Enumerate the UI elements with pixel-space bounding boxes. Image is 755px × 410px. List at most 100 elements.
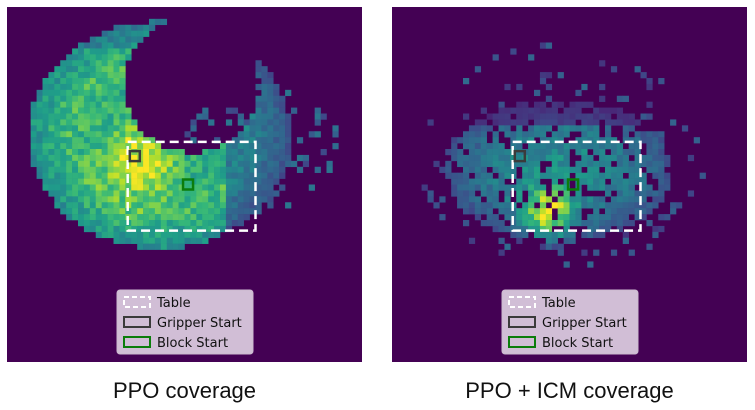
heatmap-cell [516, 113, 523, 120]
heatmap-cell [237, 202, 244, 209]
heatmap-cell [60, 137, 67, 144]
heatmap-cell [492, 160, 499, 168]
heatmap-cell [66, 66, 73, 73]
heatmap-cell [214, 231, 221, 239]
heatmap-cell [285, 113, 292, 120]
heatmap-cell [557, 143, 564, 150]
heatmap-cell [261, 190, 268, 197]
heatmap-cell [95, 208, 102, 215]
heatmap-cell [202, 208, 209, 215]
heatmap-cell [101, 154, 108, 162]
heatmap-cell [42, 154, 49, 162]
heatmap-cell [166, 190, 173, 197]
heatmap-cell [551, 172, 558, 179]
heatmap-cell [486, 125, 493, 132]
heatmap-cell [154, 178, 162, 185]
heatmap-cell [78, 101, 85, 108]
heatmap-cell [605, 137, 612, 144]
heatmap-cell [89, 78, 97, 85]
heatmap-cell [125, 208, 132, 215]
heatmap-cell [166, 220, 173, 227]
heatmap-cell [504, 154, 511, 162]
heatmap-cell [634, 149, 641, 156]
heatmap-cell [160, 184, 168, 191]
heatmap-cell [107, 172, 114, 179]
heatmap-cell [72, 196, 79, 203]
heatmap-cell [575, 190, 582, 197]
heatmap-cell [563, 202, 570, 209]
heatmap-cell [143, 160, 150, 168]
heatmap-cell [66, 154, 73, 162]
heatmap-cell [463, 190, 470, 197]
heatmap-cell [255, 95, 262, 102]
heatmap-cell [208, 154, 215, 162]
heatmap-cell [78, 72, 85, 79]
heatmap-cell [610, 66, 618, 73]
heatmap-cell [273, 190, 280, 197]
heatmap-cell [220, 220, 227, 227]
heatmap-cell [522, 172, 529, 179]
heatmap-cell [190, 225, 197, 233]
heatmap-cell [605, 125, 612, 132]
heatmap-cell [516, 220, 523, 227]
heatmap-cell [457, 184, 464, 191]
heatmap-cell [628, 184, 635, 191]
heatmap-cell [474, 172, 482, 179]
heatmap-cell [587, 184, 594, 191]
heatmap-cell [72, 60, 79, 67]
heatmap-cell [231, 184, 239, 191]
heatmap-cell [178, 231, 185, 239]
heatmap-cell [160, 220, 168, 227]
heatmap-cell [622, 119, 629, 126]
heatmap-cell [302, 154, 310, 162]
heatmap-cell [119, 36, 126, 43]
legend-block-start-label: Block Start [157, 336, 228, 351]
heatmap-cell [534, 131, 541, 138]
heatmap-cell [202, 202, 209, 209]
heatmap-cell [551, 160, 558, 168]
heatmap-cell [89, 225, 97, 233]
heatmap-cell [101, 190, 108, 197]
heatmap-cell [267, 101, 274, 108]
heatmap-cell [190, 202, 197, 209]
heatmap-cell [563, 196, 570, 203]
heatmap-cell [48, 166, 55, 173]
heatmap-cell [687, 154, 695, 162]
heatmap-cell [154, 231, 162, 239]
heatmap-cell [66, 113, 73, 120]
heatmap-cell [605, 172, 612, 179]
heatmap-cell [60, 190, 67, 197]
heatmap-cell [539, 78, 547, 85]
heatmap-cell [54, 154, 61, 162]
heatmap-cell [551, 184, 558, 191]
heatmap-cell [279, 172, 286, 179]
heatmap-cell [599, 231, 606, 239]
heatmap-cell [231, 137, 239, 144]
heatmap-cell [528, 220, 535, 227]
heatmap-cell [36, 95, 43, 102]
heatmap-cell [534, 214, 541, 221]
heatmap-cell [285, 202, 292, 209]
heatmap-cell [237, 220, 244, 227]
heatmap-cell [220, 184, 227, 191]
heatmap-cell [48, 154, 55, 162]
heatmap-cell [504, 131, 511, 138]
heatmap-cell [119, 214, 126, 221]
heatmap-cell [95, 149, 102, 156]
heatmap-cell [291, 107, 298, 114]
heatmap-cell [510, 166, 517, 173]
heatmap-cell [190, 196, 197, 203]
heatmap-cell [107, 208, 114, 215]
heatmap-cell [166, 202, 173, 209]
heatmap-cell [196, 160, 203, 168]
heatmap-cell [255, 166, 262, 173]
heatmap-cell [563, 261, 570, 268]
heatmap-cell [634, 202, 641, 209]
heatmap-cell [599, 202, 606, 209]
ppo-caption: PPO coverage [112, 378, 257, 403]
heatmap-cell [255, 113, 262, 120]
heatmap-cell [243, 190, 250, 197]
table-region [511, 140, 642, 232]
heatmap-cell [522, 225, 529, 233]
heatmap-cell [72, 202, 79, 209]
